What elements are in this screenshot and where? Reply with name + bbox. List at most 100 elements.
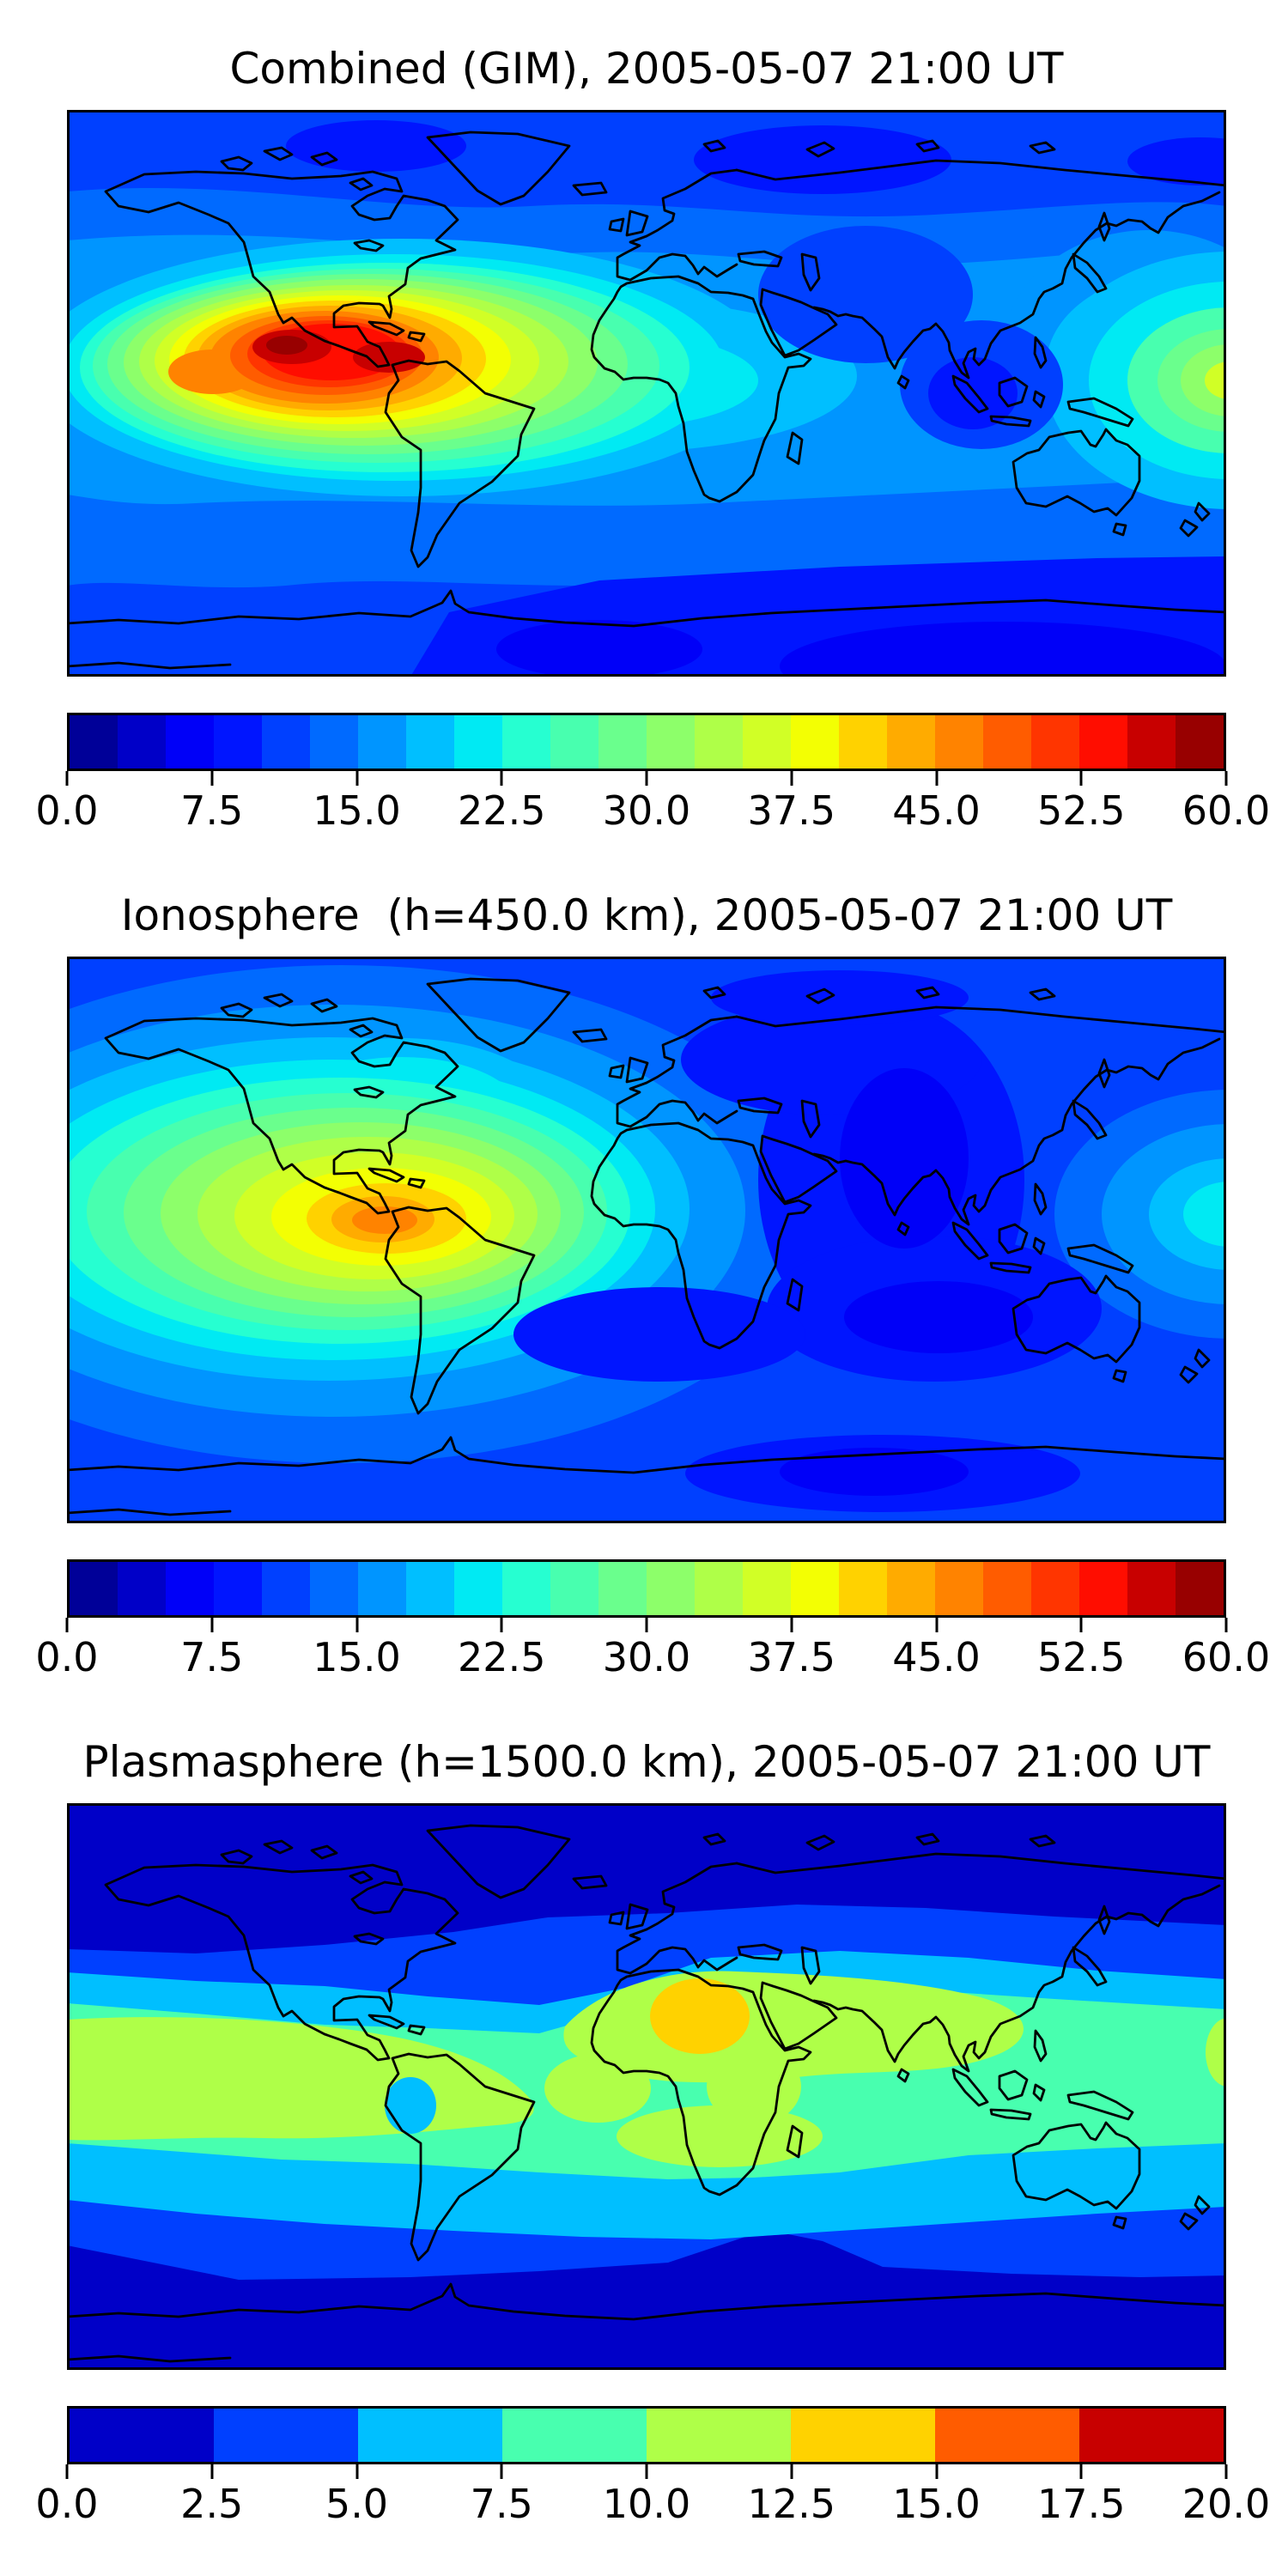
colorbar-segment bbox=[502, 2409, 647, 2462]
colorbar-segment bbox=[70, 715, 118, 769]
colorbar-segment bbox=[454, 1562, 502, 1615]
colorbar-segment bbox=[1127, 715, 1176, 769]
colorbar-segment bbox=[1079, 1562, 1127, 1615]
colorbar-tick bbox=[645, 1618, 648, 1632]
colorbar-segment bbox=[70, 2409, 214, 2462]
colorbar-segment bbox=[983, 1562, 1031, 1615]
colorbar-tick-label: 45.0 bbox=[892, 1634, 981, 1680]
colorbar-tick bbox=[645, 771, 648, 786]
colorbar-segment bbox=[695, 715, 743, 769]
colorbar-segment bbox=[70, 1562, 118, 1615]
map-plasmasphere-svg bbox=[67, 1803, 1226, 2370]
colorbar-segment bbox=[502, 1562, 550, 1615]
colorbar-segment bbox=[1031, 1562, 1079, 1615]
colorbar-tick-label: 22.5 bbox=[458, 1634, 546, 1680]
colorbar-tick bbox=[210, 771, 214, 786]
colorbar-tick bbox=[1079, 2464, 1083, 2479]
map-border bbox=[67, 957, 1226, 1523]
colorbar-segment bbox=[1176, 715, 1224, 769]
colorbar-tick-label: 7.5 bbox=[180, 787, 244, 834]
colorbar-tick bbox=[1224, 2464, 1228, 2479]
colorbar-tick-label: 52.5 bbox=[1037, 787, 1126, 834]
colorbar-segment bbox=[502, 715, 550, 769]
colorbar-ionosphere: 0.0 7.5 15.0 22.5 30.0 37.5 45.0 52.5 60.0 bbox=[35, 1559, 1270, 1684]
colorbar-labels: 0.0 2.5 5.0 7.5 10.0 12.5 15.0 17.5 20.0 bbox=[35, 2479, 1270, 2530]
contour-bands-ionosphere bbox=[67, 957, 1226, 1523]
colorbar-segment bbox=[262, 715, 310, 769]
map-border bbox=[67, 110, 1226, 677]
colorbar-tick-label: 0.0 bbox=[35, 787, 99, 834]
colorbar-tick bbox=[1079, 771, 1083, 786]
colorbar-segment bbox=[791, 715, 839, 769]
colorbar-tick bbox=[1079, 1618, 1083, 1632]
map-ionosphere bbox=[67, 957, 1226, 1523]
colorbar-tick-label: 37.5 bbox=[747, 1634, 835, 1680]
contour-bands-combined bbox=[67, 110, 1226, 677]
colorbar-tick bbox=[500, 1618, 503, 1632]
colorbar-tick-label: 37.5 bbox=[747, 787, 835, 834]
colorbar-segment bbox=[695, 1562, 743, 1615]
colorbar-segment bbox=[550, 715, 598, 769]
colorbar-gradient bbox=[67, 1559, 1226, 1618]
colorbar-segment bbox=[983, 715, 1031, 769]
colorbar-tick bbox=[210, 1618, 214, 1632]
colorbar-tick bbox=[790, 771, 793, 786]
colorbar-tick bbox=[935, 771, 938, 786]
colorbar-tick bbox=[645, 2464, 648, 2479]
colorbar-ticks bbox=[65, 2464, 1228, 2479]
colorbar-tick-label: 5.0 bbox=[325, 2481, 389, 2527]
map-border bbox=[67, 1803, 1226, 2370]
colorbar-segment bbox=[214, 2409, 358, 2462]
colorbar-segment bbox=[166, 715, 214, 769]
colorbar-segment bbox=[791, 2409, 935, 2462]
colorbar-tick bbox=[355, 771, 358, 786]
colorbar-tick-label: 52.5 bbox=[1037, 1634, 1126, 1680]
colorbar-tick bbox=[1224, 771, 1228, 786]
colorbar-tick bbox=[355, 1618, 358, 1632]
colorbar-segment bbox=[598, 1562, 647, 1615]
colorbar-gradient bbox=[67, 2406, 1226, 2464]
colorbar-tick bbox=[500, 2464, 503, 2479]
colorbar-segment bbox=[935, 1562, 983, 1615]
colorbar-tick-label: 22.5 bbox=[458, 787, 546, 834]
colorbar-tick-label: 15.0 bbox=[313, 787, 401, 834]
colorbar-segment bbox=[647, 715, 695, 769]
colorbar-segment bbox=[454, 715, 502, 769]
colorbar-tick-label: 12.5 bbox=[747, 2481, 835, 2527]
colorbar-segment bbox=[1176, 1562, 1224, 1615]
colorbar-labels: 0.0 7.5 15.0 22.5 30.0 37.5 45.0 52.5 60.0 bbox=[35, 786, 1270, 837]
panel1-title: Combined (GIM), 2005-05-07 21:00 UT bbox=[229, 44, 1064, 94]
colorbar-segment bbox=[647, 1562, 695, 1615]
colorbar-segment bbox=[406, 1562, 454, 1615]
colorbar-segment bbox=[839, 715, 887, 769]
colorbar-segment bbox=[839, 1562, 887, 1615]
colorbar-segment bbox=[935, 715, 983, 769]
colorbar-tick-label: 0.0 bbox=[35, 1634, 99, 1680]
colorbar-segment bbox=[214, 1562, 262, 1615]
colorbar-segment bbox=[214, 715, 262, 769]
colorbar-segment bbox=[118, 1562, 166, 1615]
panel3-title: Plasmasphere (h=1500.0 km), 2005-05-07 2… bbox=[82, 1737, 1211, 1787]
colorbar-segment bbox=[118, 715, 166, 769]
colorbar-tick bbox=[790, 1618, 793, 1632]
colorbar-tick bbox=[500, 771, 503, 786]
colorbar-segment bbox=[310, 715, 358, 769]
colorbar-segment bbox=[887, 715, 935, 769]
colorbar-tick-label: 7.5 bbox=[470, 2481, 533, 2527]
map-combined-gim-svg bbox=[67, 110, 1226, 677]
colorbar-segment bbox=[262, 1562, 310, 1615]
colorbar-gradient bbox=[67, 713, 1226, 771]
colorbar-tick-label: 60.0 bbox=[1182, 787, 1271, 834]
colorbar-tick-label: 60.0 bbox=[1182, 1634, 1271, 1680]
colorbar-segment bbox=[598, 715, 647, 769]
panel2-title: Ionosphere (h=450.0 km), 2005-05-07 21:0… bbox=[120, 890, 1173, 940]
colorbar-segment bbox=[1031, 715, 1079, 769]
colorbar-segment bbox=[358, 2409, 502, 2462]
colorbar-segment bbox=[887, 1562, 935, 1615]
colorbar-tick bbox=[935, 2464, 938, 2479]
colorbar-tick bbox=[65, 771, 69, 786]
colorbar-segment bbox=[743, 1562, 791, 1615]
colorbar-tick-label: 2.5 bbox=[180, 2481, 244, 2527]
colorbar-segment bbox=[1127, 1562, 1176, 1615]
